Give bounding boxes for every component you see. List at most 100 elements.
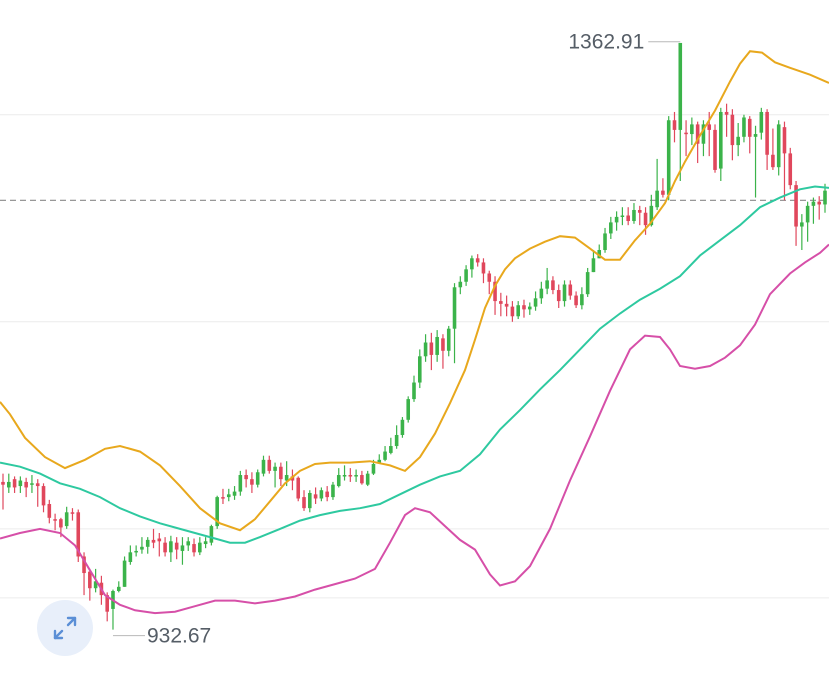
candle-body <box>284 475 289 481</box>
candle-body <box>221 497 225 499</box>
candle-body <box>475 258 480 263</box>
candle-body <box>632 209 636 222</box>
candle-body <box>244 475 248 480</box>
candle-body <box>70 512 75 514</box>
candle-body <box>389 446 393 453</box>
candles <box>1 42 827 630</box>
candle-body <box>41 486 46 506</box>
candle-body <box>493 281 497 302</box>
candle-body <box>140 546 144 550</box>
bollinger-upper-band <box>0 50 829 532</box>
candle-body <box>203 541 208 545</box>
candle-body <box>539 288 544 299</box>
candle-body <box>290 476 295 481</box>
candle-body <box>805 205 810 223</box>
candle-body <box>255 472 260 485</box>
candle-body <box>348 475 353 477</box>
candle-body <box>134 550 138 553</box>
candle-body <box>308 492 312 509</box>
candle-body <box>446 328 451 351</box>
candle-body <box>64 512 69 527</box>
candle-body <box>88 571 92 589</box>
candle-body <box>261 459 266 474</box>
candle-body <box>603 233 607 251</box>
candle-body <box>209 526 214 543</box>
high-price-label: 1362.91 <box>568 31 644 54</box>
candle-body <box>53 519 57 521</box>
candle-body <box>331 484 335 498</box>
candle-body <box>701 124 706 144</box>
candle-body <box>238 475 243 492</box>
candle-body <box>585 272 590 295</box>
candle-body <box>24 481 28 488</box>
candle-body <box>226 494 231 498</box>
candle-body <box>765 111 769 155</box>
candle-body <box>145 539 150 547</box>
candle-body <box>365 473 370 485</box>
candle-body <box>394 434 399 447</box>
expand-arrows-icon <box>53 616 77 640</box>
candle-body <box>672 120 677 130</box>
low-price-label: 932.67 <box>147 625 211 648</box>
candle-body <box>313 494 318 499</box>
candle-body <box>435 336 439 355</box>
candle-body <box>742 117 746 137</box>
candle-body <box>568 284 573 296</box>
candle-body <box>76 512 81 557</box>
grid-lines <box>0 114 829 599</box>
candle-body <box>817 201 822 205</box>
candle-body <box>412 382 416 400</box>
candle-body <box>510 306 515 317</box>
candle-body <box>151 539 156 543</box>
candle-body <box>12 479 17 488</box>
candle-body <box>481 262 486 274</box>
candle-body <box>279 466 283 480</box>
candle-body <box>794 185 798 227</box>
candle-body <box>464 269 468 282</box>
candle-body <box>823 190 827 205</box>
candle-body <box>551 280 555 291</box>
candle-body <box>93 581 98 589</box>
candle-body <box>452 287 457 329</box>
candle-body <box>527 306 532 310</box>
candle-body <box>47 504 52 518</box>
candle-body <box>342 475 347 477</box>
candle-body <box>609 222 613 234</box>
candle-body <box>267 459 272 471</box>
candle-body <box>533 298 538 307</box>
candle-body <box>556 290 561 302</box>
candle-body <box>186 541 191 546</box>
candle-body <box>30 483 34 485</box>
candle-body <box>719 111 723 169</box>
candle-body <box>730 114 735 146</box>
candle-body <box>776 124 781 168</box>
expand-button[interactable] <box>37 600 93 656</box>
candle-body <box>637 209 642 213</box>
candle-body <box>192 544 196 553</box>
candle-body <box>296 477 301 499</box>
candle-body <box>626 215 630 222</box>
candle-body <box>545 280 549 289</box>
candle-body <box>400 419 405 435</box>
candle-body <box>499 301 503 304</box>
candle-body <box>753 134 758 137</box>
bollinger-middle-band <box>0 185 829 544</box>
candle-body <box>782 127 787 154</box>
candle-body <box>215 497 219 527</box>
bollinger-lower-band <box>0 243 829 615</box>
candle-body <box>724 111 729 115</box>
candle-body <box>655 190 659 208</box>
candle-body <box>250 479 254 485</box>
candle-body <box>800 222 804 227</box>
candle-body <box>383 451 387 460</box>
candle-body <box>18 480 23 487</box>
candle-body <box>198 542 202 553</box>
candle-body <box>169 541 173 553</box>
candle-body <box>487 273 492 282</box>
candle-body <box>377 459 382 463</box>
candle-body <box>759 111 764 133</box>
candle-body <box>6 481 11 488</box>
candle-body <box>643 212 648 226</box>
candle-body <box>580 294 584 306</box>
